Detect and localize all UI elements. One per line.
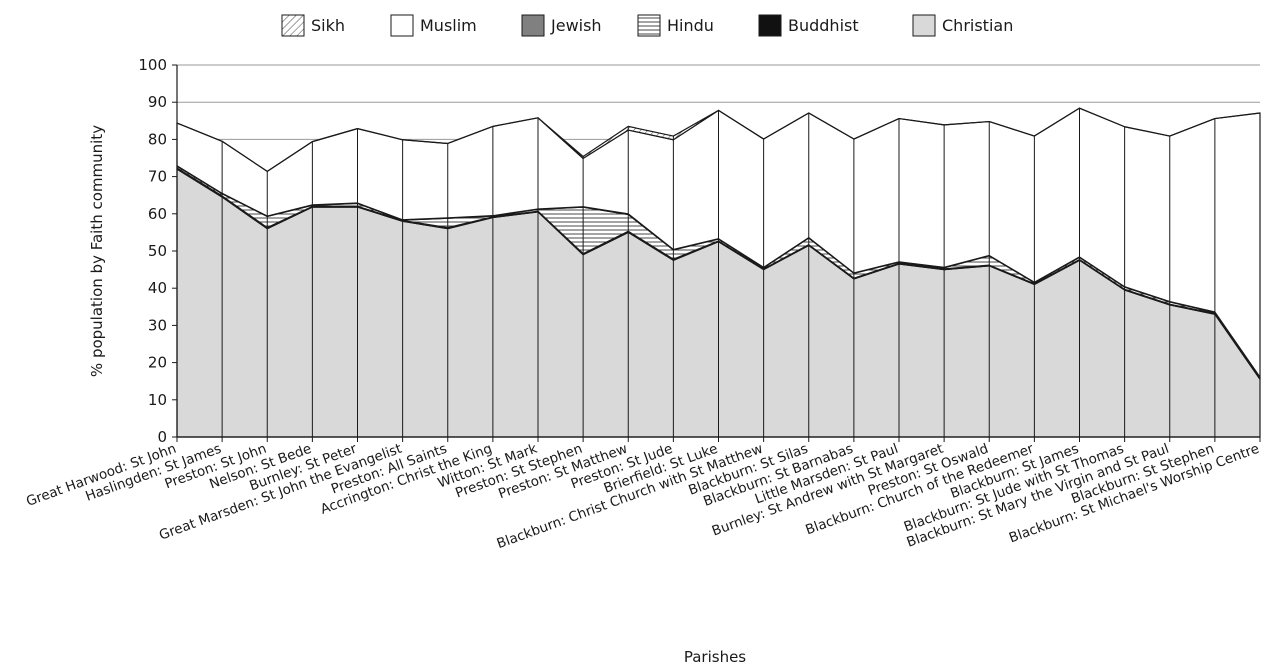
y-tick-label: 20 <box>148 354 167 372</box>
legend-swatch-muslim <box>390 14 414 37</box>
legend-item-christian: Christian <box>912 14 1013 37</box>
legend-swatch-buddhist <box>758 14 782 37</box>
y-tick-labels: 0 10 20 30 40 50 60 70 80 90 100 <box>138 56 167 446</box>
legend-swatch-hindu <box>637 14 661 37</box>
x-axis-title: Parishes <box>684 648 746 666</box>
legend-item-sikh: Sikh <box>281 14 345 37</box>
legend-label: Christian <box>942 16 1013 35</box>
y-tick-label: 80 <box>148 130 167 148</box>
legend-label: Sikh <box>311 16 345 35</box>
series-areas <box>176 107 1261 438</box>
legend-item-hindu: Hindu <box>637 14 714 37</box>
y-tick-label: 10 <box>148 391 167 409</box>
legend-label: Muslim <box>420 16 477 35</box>
legend-label: Buddhist <box>788 16 859 35</box>
y-tick-label: 90 <box>148 93 167 111</box>
legend-label: Jewish <box>550 16 602 35</box>
y-tick-label: 30 <box>148 316 167 334</box>
y-tick-label: 70 <box>148 168 167 186</box>
y-tick-label: 50 <box>148 242 167 260</box>
y-tick-label: 100 <box>138 56 167 74</box>
legend-item-muslim: Muslim <box>390 14 477 37</box>
legend: Sikh Muslim Jewish Hindu Buddhist Christian <box>281 14 1013 37</box>
legend-swatch-christian <box>912 14 936 37</box>
axes <box>172 64 1261 442</box>
legend-swatch-sikh <box>281 14 305 37</box>
y-tick-label: 0 <box>157 428 167 446</box>
legend-item-jewish: Jewish <box>521 14 602 37</box>
y-axis-title: % population by Faith community <box>88 125 106 377</box>
y-tick-label: 40 <box>148 279 167 297</box>
legend-label: Hindu <box>667 16 714 35</box>
legend-swatch-jewish <box>521 14 545 37</box>
legend-item-buddhist: Buddhist <box>758 14 859 37</box>
y-tick-label: 60 <box>148 205 167 223</box>
